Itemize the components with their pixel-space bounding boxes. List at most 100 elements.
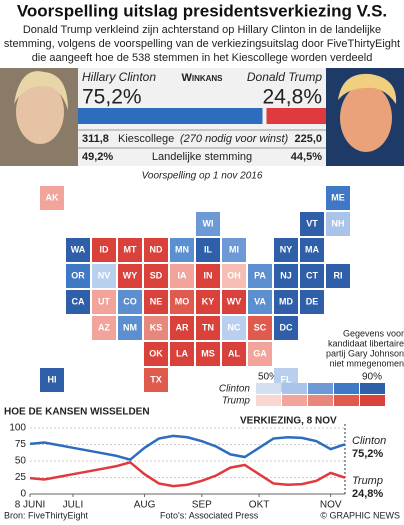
state-label: SC	[254, 322, 267, 332]
state-label: WY	[123, 270, 138, 280]
state-label: NV	[98, 270, 111, 280]
legend-swatch	[360, 395, 385, 406]
legend-swatch	[256, 395, 281, 406]
map-note: partij Gary Johnson	[326, 348, 404, 358]
state-tile	[144, 368, 168, 392]
x-tick-label: AUG	[134, 500, 156, 511]
x-tick-label: OKT	[249, 500, 270, 511]
state-tile	[222, 342, 246, 366]
state-label: HI	[48, 374, 57, 384]
state-label: CT	[306, 270, 318, 280]
legend-swatch	[308, 395, 333, 406]
clinton-bar	[78, 108, 263, 124]
x-tick-label: 8 JUNI	[15, 500, 46, 511]
y-tick-label: 75	[15, 439, 27, 450]
clinton-name: Hillary Clinton	[82, 70, 156, 84]
end-value-label: 75,2%	[352, 448, 383, 460]
state-tile	[222, 238, 246, 262]
legend-clinton: Clinton	[219, 384, 251, 395]
state-label: NJ	[280, 270, 292, 280]
state-label: NY	[280, 244, 293, 254]
trump-popular: 44,5%	[291, 151, 322, 163]
state-label: NH	[332, 218, 345, 228]
clinton-electoral: 311,8	[82, 133, 109, 145]
state-label: FL	[281, 374, 292, 384]
credit: © GRAPHIC NEWS	[320, 510, 400, 520]
popular-label: Landelijke stemming	[152, 151, 252, 163]
state-tile	[222, 264, 246, 288]
legend-swatch	[282, 383, 307, 394]
clinton-popular: 49,2%	[82, 151, 113, 163]
x-tick-label: NOV	[320, 500, 342, 511]
state-tile	[144, 316, 168, 340]
state-label: NC	[228, 322, 241, 332]
state-tile	[196, 238, 220, 262]
state-tile	[66, 290, 90, 314]
legend-low: 50%	[258, 372, 278, 383]
end-value-label: 24,8%	[352, 488, 383, 500]
state-label: SD	[150, 270, 163, 280]
state-label: UT	[98, 296, 110, 306]
legend-swatch	[334, 383, 359, 394]
state-tile	[92, 238, 116, 262]
state-label: WI	[203, 218, 214, 228]
legend-swatch	[256, 383, 281, 394]
title: Voorspelling uitslag presidentsverkiezin…	[17, 1, 387, 20]
state-label: VA	[254, 296, 266, 306]
state-tile	[170, 238, 194, 262]
state-label: AZ	[98, 322, 110, 332]
state-label: MI	[229, 244, 239, 254]
clinton-face	[16, 80, 64, 144]
state-tile	[274, 264, 298, 288]
state-label: DE	[306, 296, 319, 306]
state-label: MT	[124, 244, 137, 254]
trump-name: Donald Trump	[247, 70, 322, 84]
subtitle: Donald Trump verkleind zijn achterstand …	[23, 24, 381, 36]
state-tile	[300, 264, 324, 288]
state-label: ID	[100, 244, 110, 254]
state-tile	[196, 316, 220, 340]
electoral-label: Kiescollege	[118, 133, 174, 145]
state-tile	[144, 342, 168, 366]
state-label: OR	[71, 270, 85, 280]
state-label: MA	[305, 244, 319, 254]
state-tile	[118, 290, 142, 314]
map-note: niet mmegenomen	[329, 358, 404, 368]
trump-face	[340, 84, 392, 152]
clinton-hair	[14, 71, 68, 110]
map-note: Gegevens voor	[343, 328, 404, 338]
trump-bar	[266, 108, 326, 124]
state-tile	[144, 264, 168, 288]
state-tile	[300, 238, 324, 262]
state-label: MO	[175, 296, 190, 306]
map-note: kandidaat libertaire	[328, 338, 404, 348]
state-label: KY	[202, 296, 215, 306]
legend-swatch	[282, 395, 307, 406]
state-label: IA	[178, 270, 188, 280]
state-label: MD	[279, 296, 293, 306]
state-label: MN	[175, 244, 189, 254]
state-tile	[222, 316, 246, 340]
state-label: OK	[149, 348, 163, 358]
state-tile	[274, 238, 298, 262]
state-tile	[274, 316, 298, 340]
state-tile	[196, 264, 220, 288]
trump-pct: 24,8%	[262, 86, 322, 109]
state-tile	[274, 290, 298, 314]
state-label: IL	[204, 244, 213, 254]
state-tile	[196, 290, 220, 314]
state-label: AL	[228, 348, 240, 358]
series-name: Trump	[352, 475, 383, 487]
state-label: ND	[150, 244, 163, 254]
photo-credit: Foto's: Associated Press	[160, 510, 259, 520]
state-tile	[196, 342, 220, 366]
state-label: NM	[123, 322, 137, 332]
legend-high: 90%	[362, 372, 382, 383]
state-tile	[40, 186, 64, 210]
state-tile	[118, 316, 142, 340]
state-tile	[300, 212, 324, 236]
series-line	[29, 434, 346, 462]
state-label: PA	[254, 270, 266, 280]
state-label: KS	[150, 322, 163, 332]
